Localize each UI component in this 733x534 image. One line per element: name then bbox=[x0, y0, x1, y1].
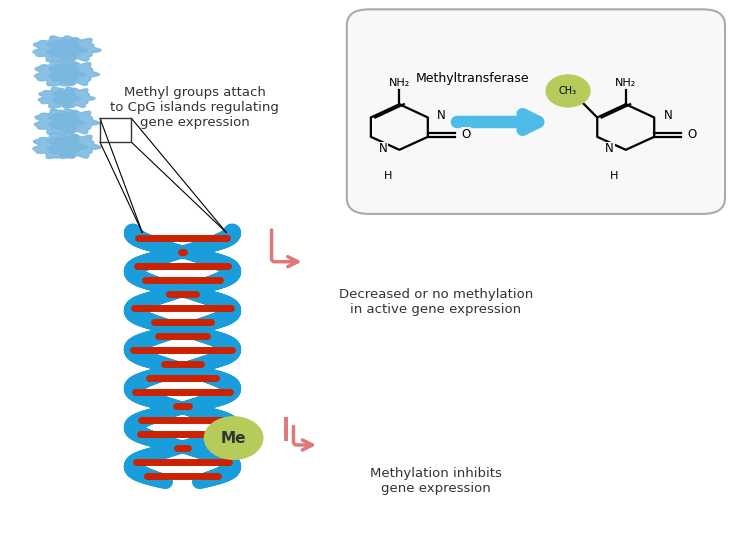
Text: Methyl groups attach
to CpG islands regulating
gene expression: Methyl groups attach to CpG islands regu… bbox=[111, 86, 279, 129]
Text: H: H bbox=[383, 171, 392, 181]
Polygon shape bbox=[38, 87, 81, 108]
Bar bbox=[100, 118, 131, 142]
Polygon shape bbox=[47, 133, 101, 159]
Text: CH₃: CH₃ bbox=[559, 86, 577, 96]
Text: Methyltransferase: Methyltransferase bbox=[416, 72, 529, 85]
Circle shape bbox=[546, 75, 590, 107]
Text: N: N bbox=[438, 109, 446, 122]
FancyBboxPatch shape bbox=[347, 10, 725, 214]
Polygon shape bbox=[48, 108, 100, 134]
Text: N: N bbox=[605, 142, 614, 155]
Text: O: O bbox=[462, 128, 471, 141]
Polygon shape bbox=[33, 36, 87, 61]
Text: N: N bbox=[663, 109, 672, 122]
Text: Decreased or no methylation
in active gene expression: Decreased or no methylation in active ge… bbox=[339, 287, 533, 316]
Text: NH₂: NH₂ bbox=[615, 78, 636, 88]
Polygon shape bbox=[47, 36, 101, 61]
Text: H: H bbox=[610, 171, 618, 181]
Polygon shape bbox=[34, 60, 86, 86]
Circle shape bbox=[205, 417, 263, 459]
Text: Methylation inhibits
gene expression: Methylation inhibits gene expression bbox=[370, 467, 502, 494]
Polygon shape bbox=[52, 87, 95, 108]
Text: N: N bbox=[379, 142, 388, 155]
Text: O: O bbox=[688, 128, 697, 141]
Text: Me: Me bbox=[221, 430, 246, 445]
Polygon shape bbox=[48, 60, 100, 86]
Text: NH₂: NH₂ bbox=[388, 78, 410, 88]
FancyArrowPatch shape bbox=[457, 114, 538, 130]
Polygon shape bbox=[33, 133, 87, 159]
Polygon shape bbox=[34, 108, 86, 134]
